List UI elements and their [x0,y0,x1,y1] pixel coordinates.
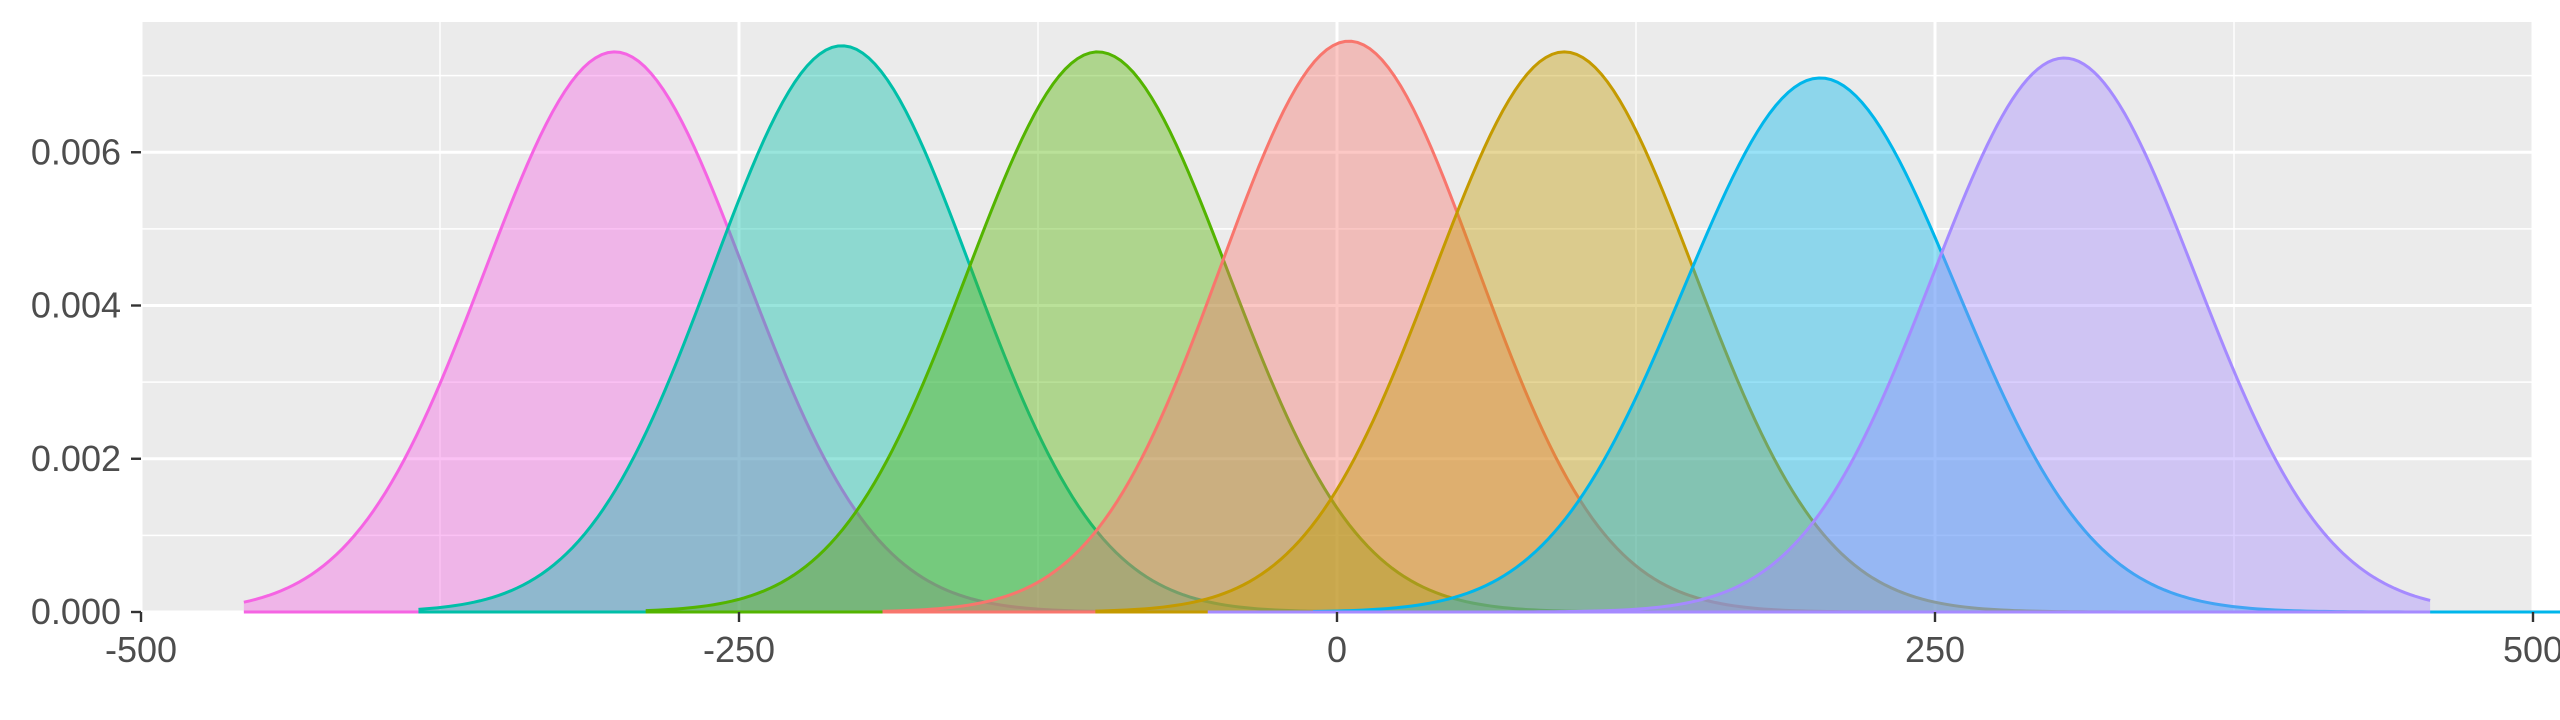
density-area-1 [243,51,1725,612]
density-area-6 [1313,77,2560,612]
x-tick-label: -250 [703,629,775,670]
y-tick-label: 0.000 [31,591,121,632]
density-series-layer [243,39,2560,614]
y-tick-label: 0.004 [31,285,121,326]
x-tick-label: 250 [1905,629,1965,670]
density-area-3 [645,51,2127,613]
y-axis: 0.000 0.002 0.004 0.006 [31,131,141,632]
x-tick-label: 0 [1327,629,1347,670]
y-tick-label: 0.002 [31,438,121,479]
density-area-7 [1207,58,2431,612]
x-tick-label: 500 [2503,629,2560,670]
y-tick-label: 0.006 [31,131,121,172]
x-axis: -500 -250 0 250 500 [105,612,2560,670]
density-area-5 [1095,51,2560,612]
density-area-2 [418,45,1900,612]
x-tick-label: -500 [105,629,177,670]
